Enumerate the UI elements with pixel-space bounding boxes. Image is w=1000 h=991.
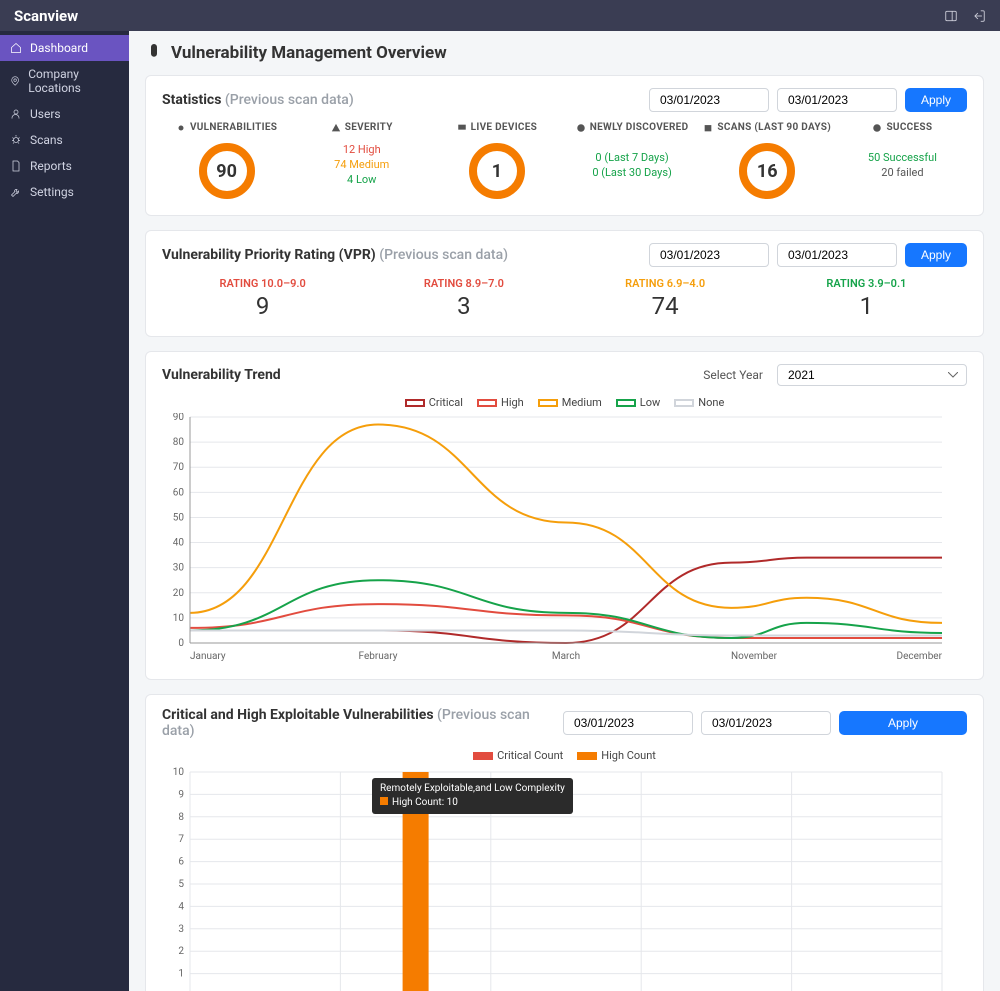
calendar-icon xyxy=(703,123,713,133)
vpr-title: Vulnerability Priority Rating (VPR) (Pre… xyxy=(162,247,508,263)
sidebar-item-reports[interactable]: Reports xyxy=(0,153,129,179)
svg-text:January: January xyxy=(190,651,226,662)
stat-new: NEWLY DISCOVERED 0 (Last 7 Days) 0 (Last… xyxy=(568,122,697,199)
pin-icon xyxy=(10,75,20,87)
monitor-icon xyxy=(457,123,467,133)
exploit-date-from[interactable] xyxy=(563,711,693,735)
vpr-panel: Vulnerability Priority Rating (VPR) (Pre… xyxy=(145,230,984,337)
exploit-title: Critical and High Exploitable Vulnerabil… xyxy=(162,707,553,739)
bug-icon xyxy=(145,44,163,62)
vpr-item: RATING 3.9–0.11 xyxy=(766,277,967,320)
legend-item[interactable]: Low xyxy=(616,396,660,409)
stats-date-from[interactable] xyxy=(649,88,769,112)
topbar-actions xyxy=(944,9,986,23)
vpr-item: RATING 8.9–7.03 xyxy=(363,277,564,320)
svg-text:40: 40 xyxy=(173,538,185,549)
trend-year-label: Select Year xyxy=(703,368,763,382)
svg-text:6: 6 xyxy=(178,857,184,868)
svg-text:0: 0 xyxy=(178,638,184,649)
svg-text:20: 20 xyxy=(173,588,185,599)
exploit-apply-button[interactable]: Apply xyxy=(839,711,967,735)
wrench-icon xyxy=(10,186,22,198)
svg-text:November: November xyxy=(731,651,778,662)
svg-text:7: 7 xyxy=(178,834,184,845)
sidebar-item-scans[interactable]: Scans xyxy=(0,127,129,153)
vpr-apply-button[interactable]: Apply xyxy=(905,243,967,267)
svg-text:2: 2 xyxy=(178,946,184,957)
logout-icon[interactable] xyxy=(972,9,986,23)
legend-item[interactable]: Medium xyxy=(538,396,602,409)
vpr-item: RATING 10.0–9.09 xyxy=(162,277,363,320)
svg-text:10: 10 xyxy=(173,767,185,778)
exploit-panel: Critical and High Exploitable Vulnerabil… xyxy=(145,694,984,991)
legend-item[interactable]: Critical Count xyxy=(473,749,563,762)
main: Vulnerability Management Overview Statis… xyxy=(129,31,1000,991)
legend-item[interactable]: None xyxy=(674,396,724,409)
stats-title: Statistics (Previous scan data) xyxy=(162,92,354,108)
exploit-tooltip: Remotely Exploitable,and Low Complexity … xyxy=(372,778,573,814)
svg-text:50: 50 xyxy=(173,512,185,523)
sidebar: DashboardCompany LocationsUsersScansRepo… xyxy=(0,31,129,991)
svg-text:30: 30 xyxy=(173,563,185,574)
stats-date-to[interactable] xyxy=(777,88,897,112)
exploit-date-to[interactable] xyxy=(701,711,831,735)
svg-text:March: March xyxy=(552,651,580,662)
svg-text:60: 60 xyxy=(173,487,185,498)
vpr-date-to[interactable] xyxy=(777,243,897,267)
trend-panel: Vulnerability Trend Select Year 2021 Cri… xyxy=(145,351,984,680)
home-icon xyxy=(10,42,22,54)
svg-text:3: 3 xyxy=(178,924,184,935)
svg-text:10: 10 xyxy=(173,613,185,624)
stats-apply-button[interactable]: Apply xyxy=(905,88,967,112)
info-icon xyxy=(576,123,586,133)
exploit-legend: Critical Count High Count xyxy=(162,749,967,762)
svg-text:4: 4 xyxy=(178,901,184,912)
vpr-item: RATING 6.9–4.074 xyxy=(565,277,766,320)
bug-icon xyxy=(10,134,22,146)
stat-vulnerabilities: VULNERABILITIES 90 xyxy=(162,122,291,199)
statistics-panel: Statistics (Previous scan data) Apply VU… xyxy=(145,75,984,216)
sidebar-item-dashboard[interactable]: Dashboard xyxy=(0,35,129,61)
bug-icon xyxy=(176,123,186,133)
stat-live: LIVE DEVICES 1 xyxy=(432,122,561,199)
stat-scans: SCANS (LAST 90 DAYS) 16 xyxy=(703,122,832,199)
trend-title: Vulnerability Trend xyxy=(162,367,281,383)
sidebar-item-company-locations[interactable]: Company Locations xyxy=(0,61,129,101)
svg-text:80: 80 xyxy=(173,437,185,448)
legend-item[interactable]: High Count xyxy=(577,749,656,762)
topbar: Scanview xyxy=(0,0,1000,31)
panel-icon[interactable] xyxy=(944,9,958,23)
check-icon xyxy=(872,123,882,133)
svg-text:70: 70 xyxy=(173,462,185,473)
svg-text:February: February xyxy=(359,651,398,662)
sidebar-item-settings[interactable]: Settings xyxy=(0,179,129,205)
svg-text:90: 90 xyxy=(173,413,185,423)
doc-icon xyxy=(10,160,22,172)
user-icon xyxy=(10,108,22,120)
warn-icon xyxy=(331,123,341,133)
page-title: Vulnerability Management Overview xyxy=(145,43,984,63)
vpr-date-from[interactable] xyxy=(649,243,769,267)
sidebar-item-users[interactable]: Users xyxy=(0,101,129,127)
trend-year-select[interactable]: 2021 xyxy=(777,364,967,386)
svg-text:1: 1 xyxy=(178,969,184,980)
trend-legend: Critical High Medium Low None xyxy=(162,396,967,409)
legend-item[interactable]: Critical xyxy=(405,396,463,409)
svg-text:8: 8 xyxy=(178,812,184,823)
brand: Scanview xyxy=(14,7,78,25)
svg-text:9: 9 xyxy=(178,789,184,800)
stat-success: SUCCESS 50 Successful 20 failed xyxy=(838,122,967,199)
svg-text:December: December xyxy=(897,651,943,662)
stat-severity: SEVERITY 12 High 74 Medium 4 Low xyxy=(297,122,426,199)
legend-item[interactable]: High xyxy=(477,396,524,409)
svg-text:5: 5 xyxy=(178,879,184,890)
trend-chart: 0 10 20 30 40 50 60 70 80 90 January February March N… xyxy=(162,413,952,663)
